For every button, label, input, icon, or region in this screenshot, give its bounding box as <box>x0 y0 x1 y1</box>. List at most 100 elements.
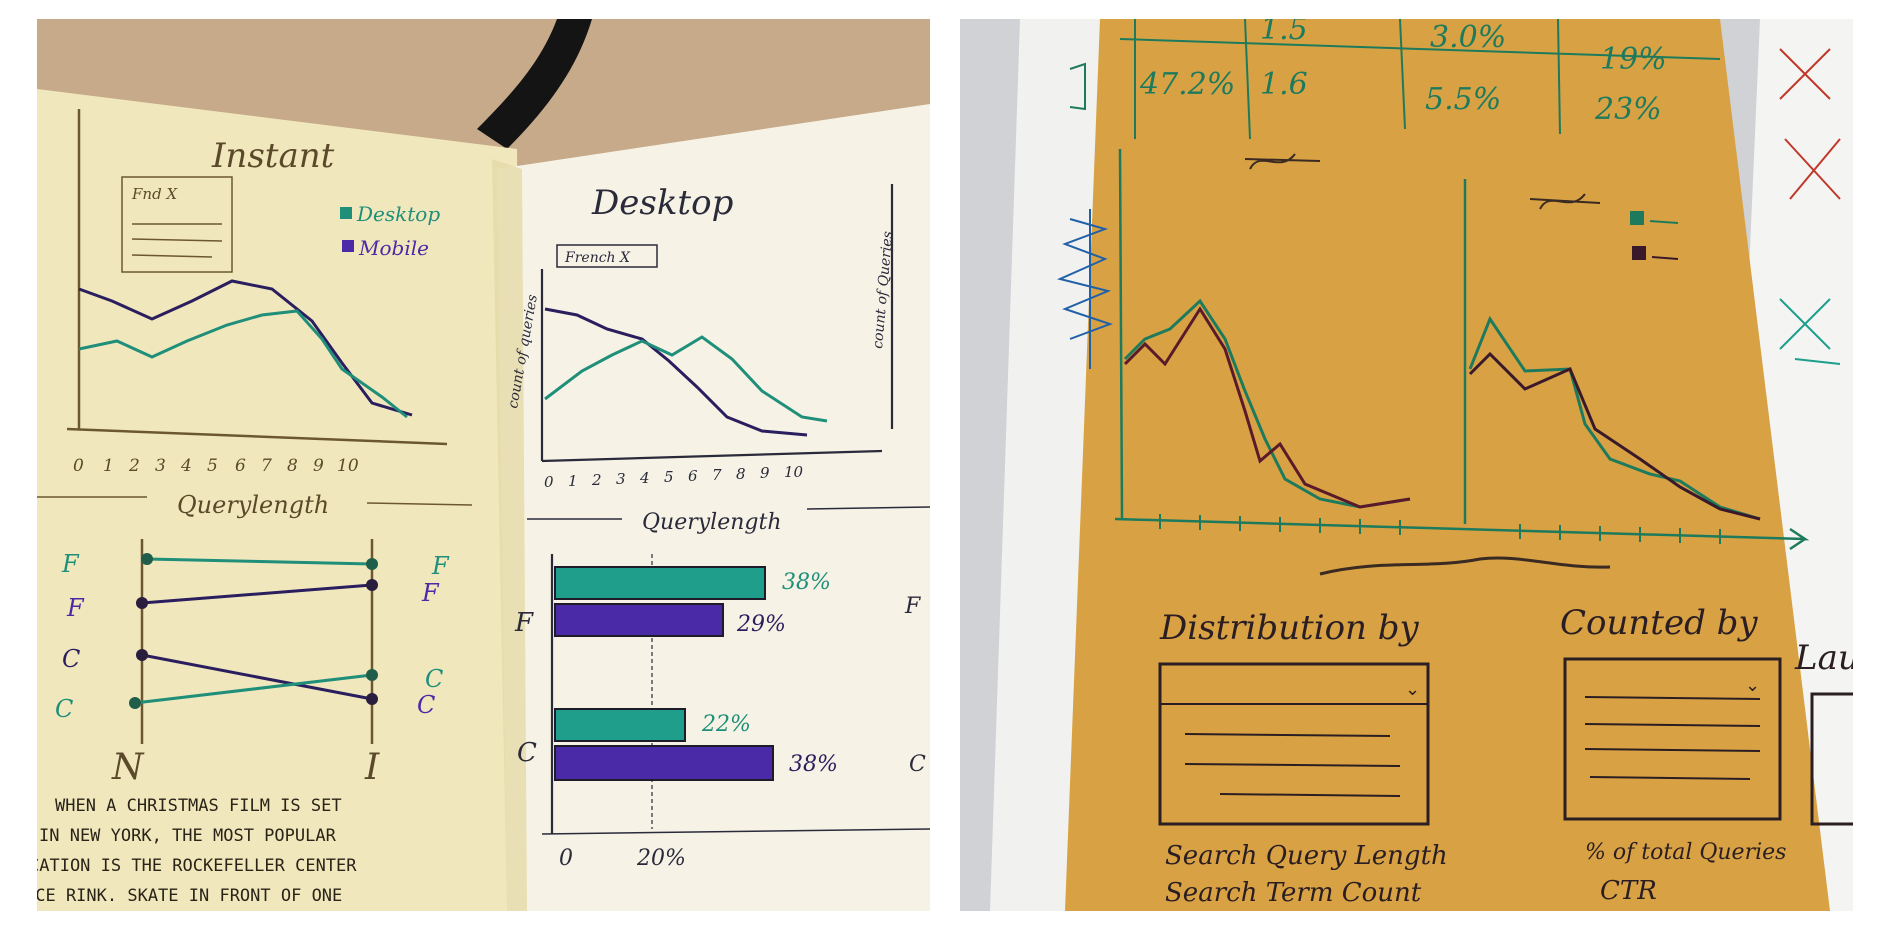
right-x-tick-4: 4 <box>639 469 650 487</box>
table-partial-cell-2: 3.0% <box>1430 20 1506 55</box>
dropdown-2-option: % of total Queries <box>1585 840 1786 865</box>
orange-sheet <box>1065 19 1830 911</box>
right-filter-chip-box <box>556 244 658 268</box>
dropdown-2[interactable] <box>1563 657 1782 821</box>
caption-line-1: IN NEW YORK, THE MOST POPULAR <box>39 826 337 846</box>
left-x-tick-4: 4 <box>180 456 192 476</box>
dropdown-1-chevron-icon[interactable]: ⌄ <box>1405 679 1420 700</box>
caption-line-3: ICE RINK. SKATE IN FRONT OF ONE <box>37 886 342 906</box>
caption-line-2: CATION IS THE ROCKEFELLER CENTER <box>37 856 357 876</box>
slope-bottom-left-label: N <box>111 747 145 788</box>
edge-label-c: C <box>909 752 926 777</box>
right-x-tick-5: 5 <box>664 468 674 486</box>
white-sheet-right <box>1740 19 1853 911</box>
legend-desktop-label: Desktop <box>356 202 440 226</box>
left-x-tick-7: 7 <box>261 456 272 476</box>
right-filter-chip: French X <box>564 250 631 266</box>
dropdown-2-option-2: CTR <box>1600 876 1657 906</box>
desktop-series-line <box>78 309 408 419</box>
left-page-title: Instant <box>211 136 335 176</box>
left-x-tick-5: 5 <box>207 456 218 476</box>
orange-sheet-photo: 1.5 3.0% 19% 47.2% 1.6 5.5% 23% <box>960 19 1853 911</box>
scribble-separator <box>1319 556 1611 576</box>
right-x-tick-10: 10 <box>784 463 804 481</box>
orange-chart-1-green <box>1123 298 1411 509</box>
bar-axis-tick-20: 20% <box>636 846 686 871</box>
bar-f-mobile <box>554 603 724 637</box>
left-x-tick-3: 3 <box>155 456 166 476</box>
notebook-drawing: Instant Fnd X Desktop Mobile 0 1 2 3 4 5… <box>37 19 930 911</box>
slope-left-label-3: C <box>55 695 73 723</box>
table-cell-0-3: 23% <box>1594 92 1662 127</box>
slope-right-label-2: C <box>425 665 443 693</box>
table-partial-cell-1: 1.5 <box>1260 19 1308 47</box>
notebook-photo: Instant Fnd X Desktop Mobile 0 1 2 3 4 5… <box>37 19 930 911</box>
bar-f-desktop <box>554 566 766 600</box>
right-x-tick-7: 7 <box>712 466 722 484</box>
right-page-title: Desktop <box>591 183 733 223</box>
left-x-tick-10: 10 <box>337 456 359 476</box>
caption-line-0: WHEN A CHRISTMAS FILM IS SET <box>55 796 342 816</box>
teal-scribbles <box>1779 298 1841 365</box>
right-x-tick-9: 9 <box>760 464 770 482</box>
left-x-tick-6: 6 <box>235 456 246 476</box>
right-x-tick-3: 3 <box>616 470 626 488</box>
orange-legend-dark-swatch <box>1632 246 1646 260</box>
dropdown-3-label: Lau <box>1794 638 1853 678</box>
legend-mobile-label: Mobile <box>358 236 429 260</box>
left-page <box>37 89 522 911</box>
right-x-tick-8: 8 <box>736 465 746 483</box>
bar-c-mobile-value: 38% <box>789 752 838 777</box>
left-x-tick-8: 8 <box>287 456 298 476</box>
slope-right-label-1: F <box>421 579 440 607</box>
bar-c-mobile <box>554 745 774 781</box>
dropdown-1-option-2: Search Term Count <box>1165 878 1422 908</box>
left-x-tick-1: 1 <box>103 456 114 476</box>
edge-label-f: F <box>904 594 921 619</box>
orange-legend-green-swatch <box>1630 211 1644 225</box>
bar-f-desktop-value: 38% <box>782 570 831 595</box>
red-scribbles <box>1779 48 1841 200</box>
dropdown-3[interactable] <box>1810 692 1853 826</box>
table-cell-0-1: 1.6 <box>1260 67 1308 102</box>
table-partial-cell-3: 19% <box>1600 42 1667 77</box>
left-x-tick-9: 9 <box>313 456 324 476</box>
dropdown-1-label: Distribution by <box>1159 608 1420 648</box>
orange-chart-2-dark <box>1468 351 1761 521</box>
slope-right-label-3: C <box>417 691 435 719</box>
slope-right-label-0: F <box>431 552 450 580</box>
bar-c-desktop-value: 22% <box>701 712 751 737</box>
mobile-series-line <box>78 279 413 417</box>
blue-scribble <box>1056 218 1113 340</box>
right-x-tick-2: 2 <box>591 471 602 489</box>
bar-group-label-c: C <box>517 738 537 768</box>
filter-chip-box <box>121 176 233 273</box>
dropdown-1[interactable] <box>1158 662 1430 826</box>
left-x-axis-label: Querylength <box>177 491 329 519</box>
right-x-axis-label: Querylength <box>642 510 782 535</box>
right-x-tick-1: 1 <box>568 472 578 490</box>
table-cell-0-0: 47.2% <box>1139 67 1235 102</box>
slope-left-label-0: F <box>61 550 80 578</box>
legend-desktop-swatch <box>340 207 352 219</box>
slope-left-label-1: F <box>66 594 85 622</box>
dropdown-2-chevron-icon[interactable]: ⌄ <box>1745 675 1760 696</box>
table-cell-0-2: 5.5% <box>1425 82 1501 117</box>
right-desktop-line <box>544 335 828 423</box>
left-filter-chip: Fnd X <box>131 185 178 203</box>
bar-group-label-f: F <box>514 608 534 638</box>
slope-left-label-2: C <box>62 645 80 673</box>
legend-mobile-swatch <box>342 240 354 252</box>
bar-c-desktop <box>554 708 686 742</box>
left-x-tick-0: 0 <box>73 456 84 476</box>
bookmark-ribbon <box>477 19 592 149</box>
left-x-tick-2: 2 <box>128 456 140 476</box>
dropdown-1-option: Search Query Length <box>1165 841 1448 871</box>
dropdown-2-label: Counted by <box>1560 603 1758 643</box>
orange-chart-2-green <box>1468 315 1761 521</box>
orange-chart-1-dark <box>1123 306 1411 509</box>
orange-sheet-drawing: 1.5 3.0% 19% 47.2% 1.6 5.5% 23% <box>960 19 1853 911</box>
right-mobile-line <box>544 307 808 437</box>
bar-axis-tick-0: 0 <box>559 846 573 871</box>
bar-f-mobile-value: 29% <box>736 612 786 637</box>
